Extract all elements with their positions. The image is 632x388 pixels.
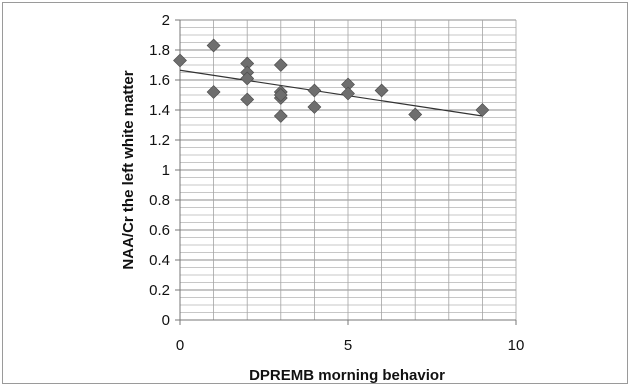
data-point (240, 92, 255, 107)
trendline (179, 69, 483, 117)
x-tick-label: 0 (176, 337, 184, 354)
y-tick-label: 0 (162, 312, 170, 329)
y-tick-label: 2 (162, 12, 170, 29)
data-point (475, 103, 490, 117)
y-tick-labels: 0 0.2 0.4 0.6 0.8 1 1.2 1.4 1.6 1.8 2 (149, 12, 170, 329)
y-tick-label: 1 (162, 162, 170, 179)
data-point (240, 71, 255, 86)
data-point (374, 83, 389, 98)
y-tick-label: 1.2 (149, 132, 170, 149)
y-tick-label: 1.8 (149, 42, 170, 59)
data-point (206, 85, 221, 99)
y-axis-label: NAA/Cr the left white matter (120, 70, 137, 269)
trendline-group (179, 69, 483, 117)
data-point (273, 58, 288, 72)
y-tick-label: 0.2 (149, 282, 170, 299)
data-point (341, 86, 355, 101)
data-point (307, 100, 322, 114)
y-tick-label: 0.4 (149, 252, 170, 269)
x-tick-label: 10 (508, 337, 525, 354)
grid-lines (175, 19, 517, 325)
data-point (307, 83, 322, 98)
x-axis-label: DPREMB morning behavior (249, 367, 445, 384)
data-point (206, 38, 221, 53)
x-tick-labels: 0 5 10 (176, 337, 525, 354)
data-point (173, 53, 187, 68)
y-tick-label: 0.8 (149, 192, 170, 209)
data-point (273, 109, 288, 123)
y-tick-label: 0.6 (149, 222, 170, 239)
y-tick-label: 1.4 (149, 102, 170, 119)
data-point (273, 88, 288, 102)
data-points (173, 38, 490, 123)
x-tick-label: 5 (344, 337, 352, 354)
y-tick-label: 1.6 (149, 72, 170, 89)
data-point (408, 107, 423, 122)
